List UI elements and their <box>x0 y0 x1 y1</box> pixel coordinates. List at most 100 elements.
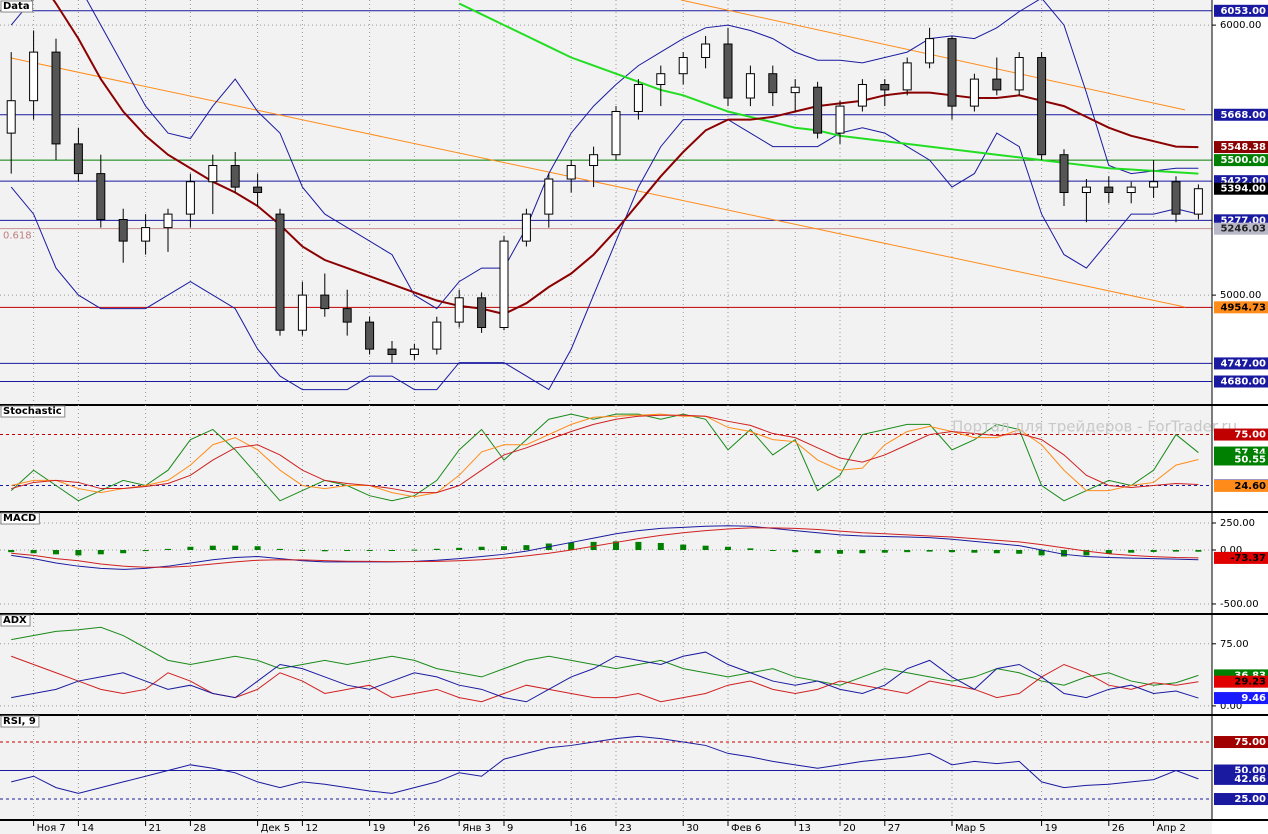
candle-body <box>678 57 688 75</box>
level-label: 50.55 <box>1234 454 1266 465</box>
panel-title: MACD <box>3 513 36 524</box>
level-badge <box>1214 479 1268 492</box>
x-tick-label: 28 <box>193 823 206 834</box>
level-label: -73.37 <box>1230 553 1266 564</box>
level-badge <box>1214 736 1268 749</box>
histogram-bar <box>75 549 82 556</box>
histogram-bar <box>792 549 799 553</box>
panel-title-box <box>0 614 31 627</box>
x-tick-label: Янв 3 <box>462 823 491 834</box>
candle-body <box>611 111 621 156</box>
histogram-bar <box>635 541 642 550</box>
level-label: 6053.00 <box>1220 6 1266 17</box>
histogram-bar <box>277 548 283 550</box>
histogram-bar <box>1173 549 1179 552</box>
y-tick-label: 0.00 <box>1220 545 1242 556</box>
candle-body <box>880 84 890 91</box>
x-tick-label: 23 <box>619 823 632 834</box>
histogram-bar <box>97 549 104 555</box>
level-label: 4954.73 <box>1220 302 1266 313</box>
candle-body <box>118 219 128 242</box>
level-label: 5500.00 <box>1220 155 1266 166</box>
x-tick-label: Апр 2 <box>1157 823 1186 834</box>
level-label: 5394.00 <box>1220 184 1266 195</box>
level-badge <box>1214 551 1268 564</box>
histogram-bar <box>837 549 843 554</box>
histogram-bar <box>1150 549 1157 552</box>
candle-body <box>163 213 173 229</box>
histogram-bar <box>747 548 754 550</box>
level-label: 50.00 <box>1234 766 1266 777</box>
candle-body <box>992 78 1002 91</box>
panel-title-box <box>0 0 34 13</box>
panel <box>0 715 1212 820</box>
candle-body <box>835 105 845 134</box>
panel <box>0 405 1212 512</box>
y-tick-label: -500.00 <box>1220 599 1259 610</box>
panel-title: ADX <box>3 615 27 626</box>
candle-body <box>29 51 39 102</box>
histogram-bar <box>187 546 194 550</box>
candle-body <box>745 73 755 99</box>
histogram-bar <box>30 549 37 554</box>
histogram-bar <box>1038 549 1045 556</box>
indicator-line <box>11 527 1199 568</box>
histogram-bar <box>299 549 306 551</box>
x-tick-label: 26 <box>1112 823 1125 834</box>
histogram-bar <box>1128 549 1135 553</box>
histogram-bar <box>389 549 395 551</box>
x-tick-label: 12 <box>305 823 318 834</box>
level-label: 5668.00 <box>1220 110 1266 121</box>
candle-body <box>454 297 464 323</box>
candle-body <box>141 227 151 242</box>
y-tick-label: 250.00 <box>1220 518 1255 529</box>
candle-body <box>297 294 307 331</box>
histogram-bar <box>725 546 731 550</box>
level-label: 9.46 <box>1241 693 1266 704</box>
level-badge <box>1214 4 1268 17</box>
panel-title: Stochastic <box>3 406 62 417</box>
candle-body <box>365 321 375 350</box>
level-badge <box>1214 182 1268 195</box>
indicator-line <box>10 119 1199 391</box>
level-badge <box>1214 222 1268 235</box>
x-tick-label: 26 <box>417 823 430 834</box>
x-tick-label: 21 <box>149 823 162 834</box>
level-badge <box>1214 357 1268 370</box>
level-badge <box>1214 772 1268 785</box>
level-badge <box>1214 692 1268 705</box>
x-tick-label: Ноя 7 <box>37 823 66 834</box>
histogram-bar <box>904 549 911 553</box>
level-label: 5422.00 <box>1220 176 1266 187</box>
histogram-bar <box>613 541 619 550</box>
candle-body <box>230 165 240 188</box>
panel-title: Data <box>3 1 30 12</box>
y-tick-label: 5000.00 <box>1220 290 1261 301</box>
candle-body <box>499 240 509 329</box>
histogram-bar <box>1061 549 1067 557</box>
candle-body <box>1149 181 1159 188</box>
panel-title-box <box>0 715 40 728</box>
candle-body <box>73 143 83 175</box>
panel <box>0 0 1212 405</box>
level-badge <box>1214 675 1268 688</box>
panel-title-box <box>0 512 40 525</box>
candle-body <box>521 213 531 242</box>
candle-body <box>1104 186 1114 194</box>
indicator-line <box>11 414 1199 494</box>
histogram-bar <box>478 546 485 550</box>
candle-body <box>925 38 935 64</box>
histogram-bar <box>859 549 866 554</box>
watermark: Портал для трейдеров - ForTrader.ru <box>952 418 1237 436</box>
level-label: 5246.03 <box>1220 224 1266 235</box>
level-label: 24.60 <box>1234 481 1266 492</box>
candle-body <box>857 84 867 107</box>
candle-body <box>790 86 800 94</box>
histogram-bar <box>1016 549 1023 554</box>
histogram-bar <box>433 548 440 550</box>
x-tick-label: 9 <box>507 823 513 834</box>
histogram-bar <box>971 549 978 553</box>
candle-body <box>96 173 106 221</box>
histogram-bar <box>120 549 127 554</box>
